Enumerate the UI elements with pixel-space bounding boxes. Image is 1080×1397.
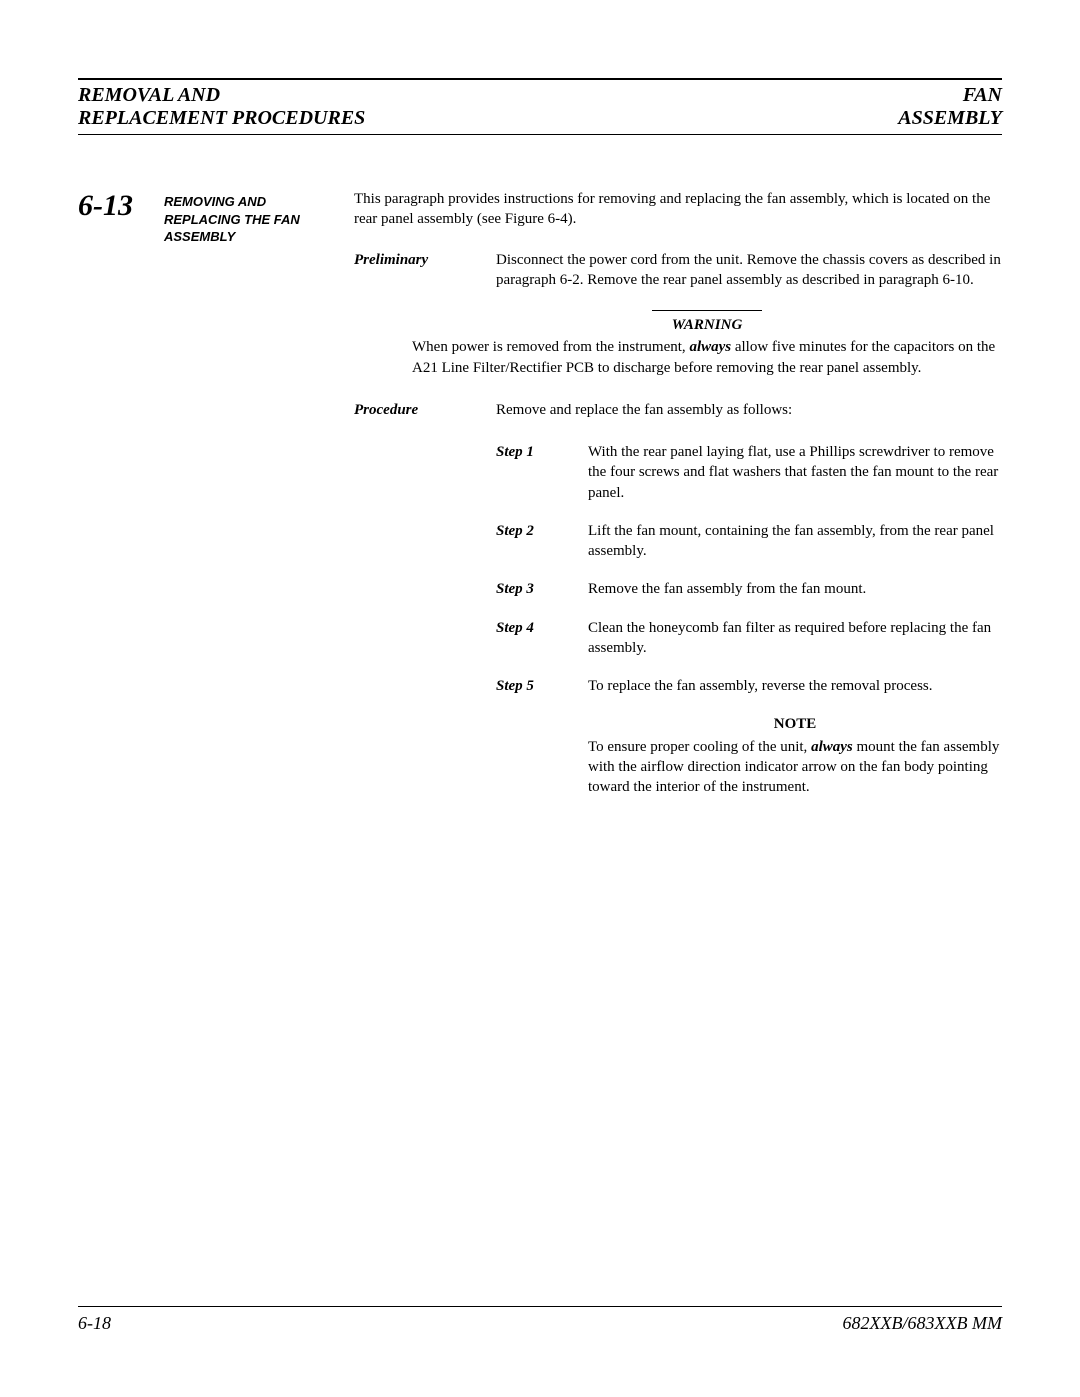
step-label: Step 5 [496, 676, 588, 696]
warning-block: WARNING When power is removed from the i… [412, 310, 1002, 378]
step-text: Clean the honeycomb fan filter as requir… [588, 618, 1002, 659]
step-label: Step 3 [496, 579, 588, 599]
step-text: With the rear panel laying flat, use a P… [588, 442, 1002, 503]
warning-emph: always [689, 339, 731, 355]
section-number: 6-13 [78, 189, 164, 797]
step-item: Step 1 With the rear panel laying flat, … [496, 442, 1002, 503]
header-bottom-rule [78, 134, 1002, 135]
page-footer: 6-18 682XXB/683XXB MM [78, 1306, 1002, 1335]
header-left-line1: REMOVAL AND [78, 84, 365, 107]
footer-rule [78, 1306, 1002, 1307]
procedure-label: Procedure [354, 400, 496, 420]
intro-paragraph: This paragraph provides instructions for… [354, 189, 1002, 230]
preliminary-row: Preliminary Disconnect the power cord fr… [354, 250, 1002, 291]
note-body: To ensure proper cooling of the unit, al… [588, 737, 1002, 798]
warning-before: When power is removed from the instrumen… [412, 339, 689, 355]
step-label: Step 4 [496, 618, 588, 659]
note-emph: always [811, 739, 853, 755]
page-number: 6-18 [78, 1311, 111, 1335]
step-item: Step 4 Clean the honeycomb fan filter as… [496, 618, 1002, 659]
step-text: Lift the fan mount, containing the fan a… [588, 521, 1002, 562]
preliminary-text: Disconnect the power cord from the unit.… [496, 250, 1002, 291]
note-title: NOTE [588, 714, 1002, 734]
manual-id: 682XXB/683XXB MM [843, 1311, 1002, 1335]
section-title-line2: REPLACING THE FAN [164, 211, 342, 229]
step-list: Step 1 With the rear panel laying flat, … [496, 442, 1002, 696]
header-left-line2: REPLACEMENT PROCEDURES [78, 107, 365, 130]
procedure-row: Procedure Remove and replace the fan ass… [354, 400, 1002, 420]
step-item: Step 3 Remove the fan assembly from the … [496, 579, 1002, 599]
step-item: Step 2 Lift the fan mount, containing th… [496, 521, 1002, 562]
section-body: 6-13 REMOVING AND REPLACING THE FAN ASSE… [78, 189, 1002, 797]
step-label: Step 1 [496, 442, 588, 503]
warning-body: When power is removed from the instrumen… [412, 337, 1002, 378]
step-text: To replace the fan assembly, reverse the… [588, 676, 1002, 696]
running-header: REMOVAL AND REPLACEMENT PROCEDURES FAN A… [78, 84, 1002, 130]
note-before: To ensure proper cooling of the unit, [588, 739, 811, 755]
note-block: NOTE To ensure proper cooling of the uni… [588, 714, 1002, 797]
header-top-rule [78, 78, 1002, 80]
section-title-line1: REMOVING AND [164, 193, 342, 211]
section-title-line3: ASSEMBLY [164, 228, 342, 246]
step-label: Step 2 [496, 521, 588, 562]
procedure-lead: Remove and replace the fan assembly as f… [496, 400, 1002, 420]
header-right-line2: ASSEMBLY [898, 107, 1002, 130]
step-item: Step 5 To replace the fan assembly, reve… [496, 676, 1002, 696]
warning-title: WARNING [412, 315, 1002, 335]
header-right-line1: FAN [898, 84, 1002, 107]
preliminary-label: Preliminary [354, 250, 496, 291]
warning-rule [652, 310, 762, 311]
step-text: Remove the fan assembly from the fan mou… [588, 579, 1002, 599]
section-title: REMOVING AND REPLACING THE FAN ASSEMBLY [164, 189, 354, 797]
